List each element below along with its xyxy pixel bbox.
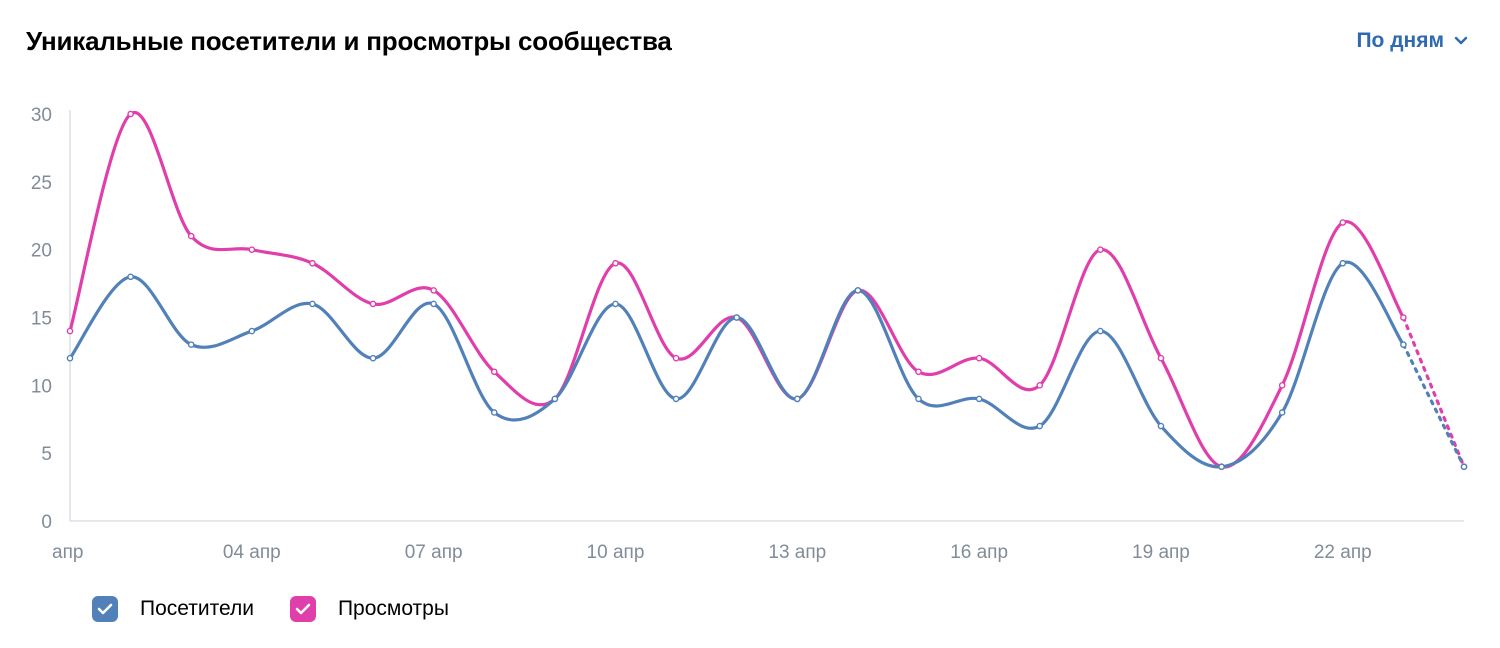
visitors-checkbox[interactable] bbox=[92, 596, 118, 622]
y-tick-label: 20 bbox=[31, 241, 52, 262]
data-point-views bbox=[66, 327, 74, 335]
x-tick-label: 10 апр bbox=[587, 542, 645, 563]
x-tick-label: 16 апр bbox=[950, 542, 1008, 563]
data-point-views bbox=[1339, 219, 1347, 226]
data-point-visitors bbox=[430, 300, 437, 308]
x-tick-label: 07 апр bbox=[405, 542, 463, 563]
data-point-visitors bbox=[612, 300, 619, 308]
data-point-views bbox=[369, 300, 377, 308]
data-point-visitors bbox=[915, 395, 922, 403]
data-point-views bbox=[1097, 246, 1104, 253]
check-icon bbox=[97, 603, 113, 615]
data-point-views bbox=[1157, 354, 1165, 362]
chart-title: Уникальные посетители и просмотры сообще… bbox=[26, 26, 672, 56]
data-point-views bbox=[975, 354, 983, 362]
chart-legend: Посетители Просмотры bbox=[92, 596, 485, 622]
data-point-visitors bbox=[490, 409, 498, 416]
x-tick-label: 19 апр bbox=[1132, 542, 1190, 563]
data-point-visitors bbox=[1339, 259, 1347, 267]
legend-label-visitors: Посетители bbox=[140, 597, 254, 620]
data-point-visitors bbox=[794, 395, 801, 403]
data-point-visitors bbox=[1278, 409, 1286, 416]
data-point-visitors bbox=[1460, 463, 1468, 471]
data-point-views bbox=[672, 354, 680, 362]
y-tick-label: 25 bbox=[31, 173, 52, 194]
data-point-views bbox=[1278, 382, 1286, 389]
series-partial-line-views bbox=[1401, 315, 1466, 469]
legend-item-views[interactable]: Просмотры bbox=[289, 596, 449, 622]
data-point-visitors bbox=[551, 395, 559, 403]
data-point-views bbox=[248, 246, 256, 253]
data-point-visitors bbox=[672, 395, 680, 403]
y-tick-label: 15 bbox=[31, 309, 52, 330]
period-dropdown[interactable]: По дням bbox=[1356, 29, 1468, 53]
data-point-visitors bbox=[248, 327, 256, 335]
data-point-visitors bbox=[975, 395, 983, 403]
data-point-visitors bbox=[1097, 327, 1104, 335]
data-point-visitors bbox=[1218, 463, 1225, 471]
data-point-visitors bbox=[1036, 422, 1044, 430]
data-point-views bbox=[1036, 382, 1044, 389]
series-line-views bbox=[68, 110, 1405, 469]
y-tick-label: 0 bbox=[41, 512, 52, 533]
data-point-visitors bbox=[369, 354, 377, 362]
data-point-views bbox=[187, 232, 195, 240]
line-chart: 0 5 10 15 20 25 30 апр 04 апр 07 апр 10 апр 13 апр 1… bbox=[31, 105, 1468, 563]
data-point-views bbox=[430, 287, 437, 294]
y-tick-label: 10 bbox=[31, 376, 52, 397]
x-tick-label: апр bbox=[52, 542, 83, 563]
legend-label-views: Просмотры bbox=[337, 597, 449, 620]
x-tick-label: 13 апр bbox=[768, 542, 826, 563]
series-partial-line-visitors bbox=[1401, 343, 1466, 469]
views-checkbox[interactable] bbox=[289, 596, 316, 622]
data-point-visitors bbox=[187, 341, 195, 348]
data-point-visitors bbox=[66, 354, 74, 362]
data-point-visitors bbox=[309, 300, 316, 308]
legend-item-visitors[interactable]: Посетители bbox=[92, 596, 254, 622]
series-line-visitors bbox=[68, 260, 1405, 469]
data-point-visitors bbox=[854, 287, 862, 294]
data-point-visitors bbox=[1157, 422, 1165, 430]
chevron-down-icon bbox=[1454, 36, 1468, 45]
x-tick-label: 22 апр bbox=[1314, 542, 1372, 563]
data-point-views bbox=[612, 259, 619, 267]
x-tick-label: 04 апр bbox=[223, 542, 281, 563]
data-point-views bbox=[127, 110, 134, 118]
data-point-views bbox=[915, 368, 922, 376]
y-tick-label: 30 bbox=[31, 105, 52, 126]
check-icon bbox=[295, 603, 311, 615]
data-point-visitors bbox=[127, 273, 134, 281]
data-point-visitors bbox=[733, 314, 740, 321]
data-point-views bbox=[490, 368, 498, 376]
period-label: По дням bbox=[1356, 29, 1444, 52]
data-point-visitors bbox=[1400, 341, 1407, 348]
data-point-views bbox=[1400, 314, 1407, 321]
data-point-views bbox=[309, 259, 316, 267]
y-tick-label: 5 bbox=[41, 444, 52, 465]
